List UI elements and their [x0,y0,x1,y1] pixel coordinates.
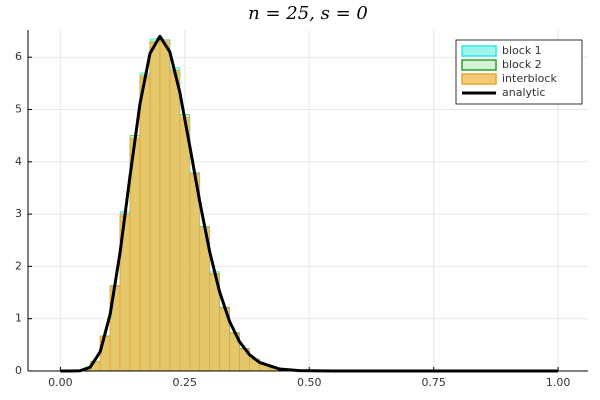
histogram-bar [149,41,161,372]
y-tick-label: 1 [15,312,22,325]
y-tick-label: 5 [15,102,22,115]
x-tick-label: 0.50 [297,376,322,389]
y-tick-label: 2 [15,259,22,272]
legend-label: analytic [502,86,545,99]
y-tick-label: 4 [15,155,22,168]
legend-swatch [461,45,497,57]
y-tick-label: 0 [15,364,22,377]
y-tick-label: 3 [15,207,22,220]
histogram-bar [169,69,181,372]
histogram-bar [159,41,171,372]
x-tick-label: 0.75 [421,376,446,389]
x-tick-label: 0.00 [48,376,73,389]
legend-swatch [461,59,497,71]
legend-label: block 1 [502,44,542,57]
legend-swatch [461,73,497,85]
legend-label: block 2 [502,58,542,71]
histogram-bar [139,75,151,372]
y-tick-label: 6 [15,50,22,63]
chart-title: n = 25, s = 0 [248,3,368,24]
histogram-bar [179,117,191,372]
legend-label: interblock [502,72,557,85]
histogram-bar [189,173,201,372]
x-tick-label: 0.25 [173,376,198,389]
x-tick-label: 1.00 [546,376,571,389]
